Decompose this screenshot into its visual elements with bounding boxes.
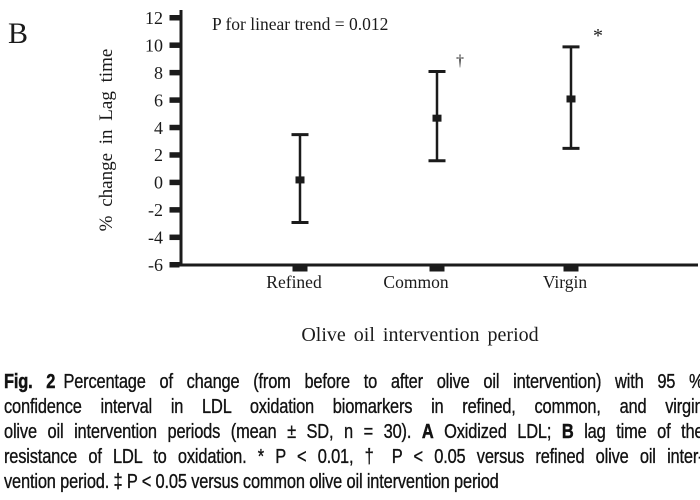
y-tick-label: 12 xyxy=(145,8,163,28)
y-tick xyxy=(169,69,180,76)
caption-text: olive oil intervention periods (mean ± S… xyxy=(4,421,422,443)
caption-bold-label: A xyxy=(421,421,434,444)
caption-line: olive oil intervention periods (mean ± S… xyxy=(4,420,700,445)
x-tick-label: Virgin xyxy=(543,272,588,292)
panel-label: B xyxy=(8,17,29,50)
trend-annotation: P for linear trend = 0.012 xyxy=(212,14,388,34)
caption-text: confidence interval in LDL oxidation bio… xyxy=(4,396,700,418)
mean-marker-center xyxy=(435,117,439,120)
caption-text: lag time of the xyxy=(573,421,700,443)
mean-marker-center xyxy=(298,178,302,181)
caption-line: resistance of LDL to oxidation. * P < 0.… xyxy=(4,445,700,470)
y-tick xyxy=(169,97,180,103)
y-axis-title: % change in Lag time xyxy=(96,49,117,232)
y-tick-label: 0 xyxy=(154,173,163,193)
x-tick-label: Common xyxy=(383,272,448,292)
caption-text: Percentage of change (from before to aft… xyxy=(63,371,700,393)
y-tick xyxy=(169,179,180,186)
y-tick xyxy=(169,42,180,48)
y-tick xyxy=(169,124,180,131)
y-tick-label: 4 xyxy=(154,118,163,138)
significance-marker: † xyxy=(456,53,464,70)
caption-line: Fig. 2 Percentage of change (from before … xyxy=(4,370,700,395)
chart-svg: 12 10 8 6 4 2 0 -2 -4 -6 Refined Common † Virgin * P fo… xyxy=(96,8,698,346)
figure-caption: Fig. 2 Percentage of change (from before … xyxy=(4,370,700,495)
x-tick xyxy=(563,266,579,272)
x-axis-title: Olive oil intervention period xyxy=(301,324,538,346)
x-tick xyxy=(292,266,308,272)
y-tick-label: 8 xyxy=(154,63,163,83)
y-tick-label: 6 xyxy=(154,90,163,110)
y-tick-label: -6 xyxy=(148,255,163,275)
mean-marker-center xyxy=(569,97,573,100)
caption-text: resistance of LDL to oxidation. * P < 0.… xyxy=(4,446,700,468)
caption-line: confidence interval in LDL oxidation bio… xyxy=(4,395,700,420)
caption-bold-label: Fig. 2 xyxy=(4,371,56,394)
y-tick xyxy=(169,207,180,213)
caption-text: Oxidized LDL; xyxy=(433,421,562,443)
x-tick xyxy=(429,266,445,272)
y-tick-label: 2 xyxy=(154,145,163,165)
caption-bold-label: B xyxy=(561,421,574,444)
y-tick xyxy=(169,152,180,158)
y-tick-label: -4 xyxy=(148,228,163,248)
y-tick xyxy=(169,234,180,241)
caption-text: vention period. ‡ P < 0.05 versus common… xyxy=(4,471,499,493)
y-tick-label: -2 xyxy=(148,200,163,220)
caption-line: vention period. ‡ P < 0.05 versus common… xyxy=(4,470,700,495)
x-tick-label: Refined xyxy=(266,272,322,292)
y-tick xyxy=(169,15,180,21)
y-tick xyxy=(169,262,180,268)
significance-marker: * xyxy=(593,25,603,47)
y-tick-label: 10 xyxy=(145,35,163,55)
